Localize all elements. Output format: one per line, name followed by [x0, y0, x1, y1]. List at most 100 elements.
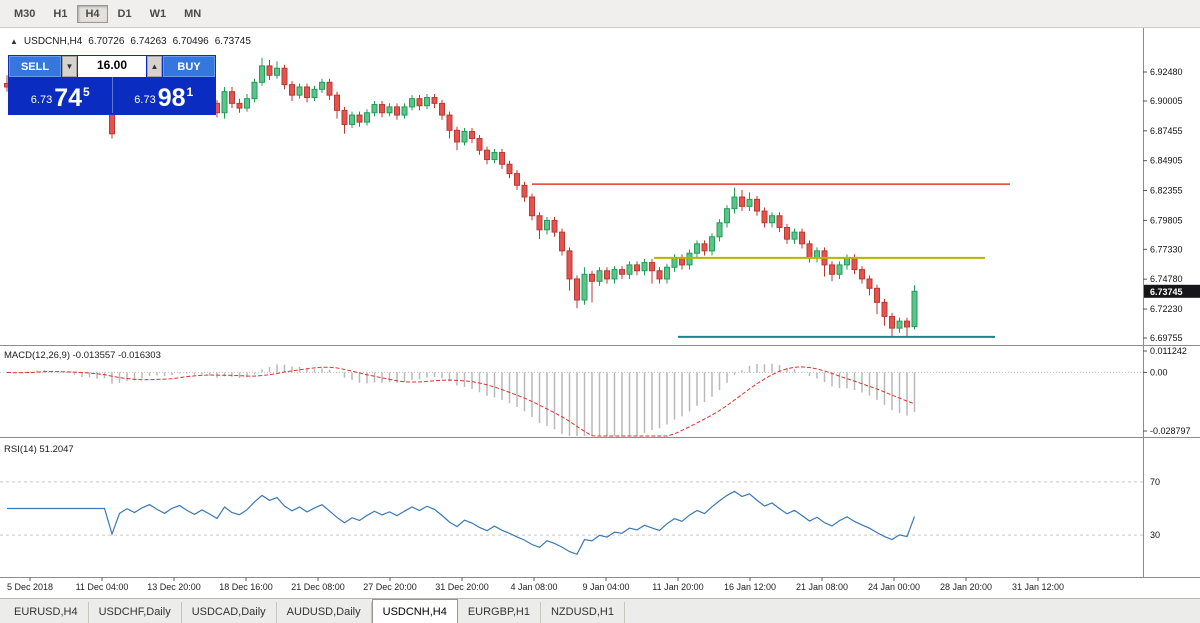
candle [221, 86, 228, 119]
chart-tab-audusd-daily[interactable]: AUDUSD,Daily [277, 602, 372, 623]
chart-tab-eurusd-h4[interactable]: EURUSD,H4 [4, 602, 89, 623]
candle [251, 78, 258, 103]
svg-text:6.79805: 6.79805 [1150, 215, 1183, 225]
svg-text:6.84905: 6.84905 [1150, 156, 1183, 166]
svg-text:6.72230: 6.72230 [1150, 304, 1183, 314]
candle [611, 266, 618, 284]
candle [281, 64, 288, 90]
buy-button[interactable]: BUY [163, 56, 215, 77]
candle [559, 228, 565, 256]
svg-text:6.90005: 6.90005 [1150, 96, 1183, 106]
volume-decrease-button[interactable]: ▼ [62, 56, 77, 77]
svg-text:30: 30 [1150, 530, 1160, 540]
chart-tab-eurgbp-h1[interactable]: EURGBP,H1 [458, 602, 541, 623]
svg-text:6.69755: 6.69755 [1150, 333, 1183, 343]
timeframe-button-mn[interactable]: MN [176, 5, 209, 23]
candle [784, 223, 790, 244]
candle [634, 261, 640, 276]
ask-price[interactable]: 6.73 98 1 [111, 77, 216, 113]
timeframe-button-m30[interactable]: M30 [6, 5, 43, 23]
candle [754, 195, 760, 216]
candle [349, 111, 355, 128]
candle [761, 207, 768, 228]
candle [289, 81, 295, 102]
svg-text:5 Dec 2018: 5 Dec 2018 [7, 582, 53, 592]
candle [829, 261, 835, 282]
candle [701, 240, 708, 256]
timeframe-button-w1[interactable]: W1 [142, 5, 175, 23]
candle [551, 216, 558, 237]
candle [424, 94, 430, 110]
candle [709, 233, 715, 256]
svg-text:13 Dec 20:00: 13 Dec 20:00 [147, 582, 201, 592]
trade-panel-quotes: 6.73 74 5 6.73 98 1 [9, 77, 215, 113]
candle [304, 83, 310, 103]
candle [589, 270, 595, 303]
symbol-marker-icon: ▲ [10, 36, 18, 46]
svg-text:6.92480: 6.92480 [1150, 67, 1183, 77]
candle [836, 261, 843, 279]
price-axis[interactable]: 6.92480 6.90005 6.87455 6.84905 6.82355 6.798… [1143, 28, 1200, 578]
time-axis[interactable]: 5 Dec 2018 11 Dec 04:00 13 Dec 20:00 18 Dec… [7, 577, 1064, 593]
candle [574, 275, 580, 309]
volume-input[interactable]: 16.00 [78, 56, 146, 77]
candle [686, 249, 693, 270]
ask-big-digits: 98 [157, 84, 186, 112]
timeframe-toolbar: M30 H1 H4 D1 W1 MN [0, 0, 1200, 28]
chart-tab-usdchf-daily[interactable]: USDCHF,Daily [89, 602, 182, 623]
current-price-badge: 6.73745 [1144, 284, 1200, 298]
candle [529, 193, 535, 221]
svg-text:6.87455: 6.87455 [1150, 126, 1183, 136]
candle [566, 247, 573, 291]
candle [866, 275, 873, 296]
timeframe-button-h4[interactable]: H4 [77, 4, 108, 23]
candle [904, 317, 910, 338]
candle [896, 317, 903, 333]
candle [506, 160, 513, 179]
candle [799, 228, 805, 249]
candle [724, 205, 730, 228]
svg-text:18 Dec 16:00: 18 Dec 16:00 [219, 582, 273, 592]
chart-tab-usdcad-daily[interactable]: USDCAD,Daily [182, 602, 277, 623]
macd-label: MACD(12,26,9) -0.013557 -0.016303 [4, 350, 161, 361]
bid-price[interactable]: 6.73 74 5 [9, 77, 112, 113]
rsi-panel[interactable]: RSI(14) 51.2047 [0, 444, 1143, 556]
candle [244, 94, 250, 112]
volume-increase-button[interactable]: ▲ [147, 56, 162, 77]
candle [521, 181, 528, 202]
svg-text:6.82355: 6.82355 [1150, 186, 1183, 196]
candle [401, 103, 408, 119]
candle [409, 95, 415, 111]
chart-high-value: 6.74263 [130, 36, 167, 47]
candle [859, 266, 865, 284]
svg-text:31 Dec 20:00: 31 Dec 20:00 [435, 582, 489, 592]
candle [454, 126, 460, 151]
chart-tab-nzdusd-h1[interactable]: NZDUSD,H1 [541, 602, 625, 623]
candle [334, 91, 340, 119]
candle [656, 267, 663, 284]
ask-pip-digit: 1 [186, 85, 194, 99]
chart-tab-usdcnh-h4[interactable]: USDCNH,H4 [371, 599, 458, 623]
macd-panel[interactable]: MACD(12,26,9) -0.013557 -0.016303 [0, 350, 1143, 437]
rsi-label: RSI(14) 51.2047 [4, 444, 74, 455]
candle [716, 219, 723, 242]
candle [581, 267, 588, 305]
candle [266, 60, 273, 80]
bid-big-digits: 74 [54, 84, 83, 112]
svg-text:31 Jan 12:00: 31 Jan 12:00 [1012, 582, 1064, 592]
svg-text:6.74780: 6.74780 [1150, 274, 1183, 284]
timeframe-button-d1[interactable]: D1 [110, 5, 140, 23]
candle [626, 261, 633, 279]
svg-text:70: 70 [1150, 477, 1160, 487]
candle [259, 57, 265, 86]
macd-signal-line [6, 366, 915, 437]
sell-button[interactable]: SELL [9, 56, 61, 77]
timeframe-button-h1[interactable]: H1 [45, 5, 75, 23]
price-chart[interactable]: MACD(12,26,9) -0.013557 -0.016303 RSI(14)… [0, 28, 1200, 598]
candle [431, 94, 438, 109]
candle [476, 134, 483, 155]
bid-prefix: 6.73 [30, 94, 53, 106]
svg-text:0.00: 0.00 [1150, 367, 1168, 377]
candle [499, 149, 505, 169]
